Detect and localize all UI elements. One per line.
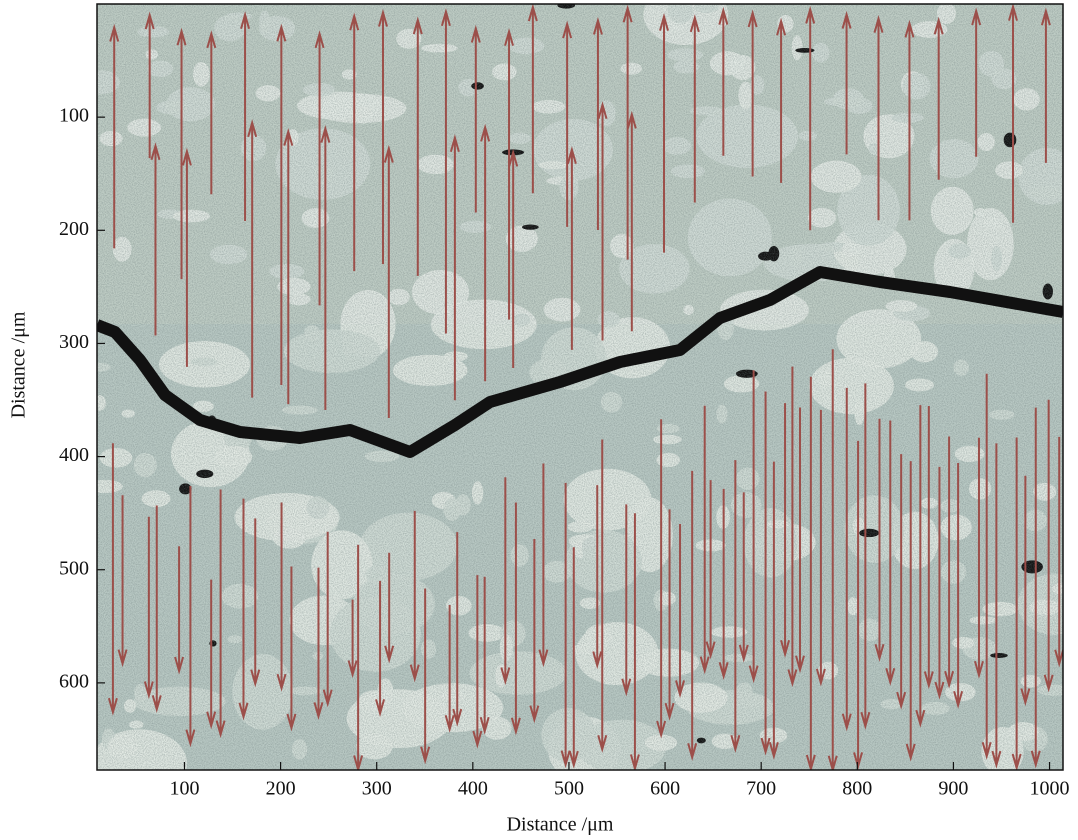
micrograph-texture <box>97 4 1063 770</box>
x-tick-label: 200 <box>266 778 296 800</box>
y-tick-label: 400 <box>59 444 89 466</box>
y-tick-label: 600 <box>59 670 89 692</box>
x-tick-label: 700 <box>746 778 776 800</box>
x-tick-label: 500 <box>554 778 584 800</box>
y-tick-label: 500 <box>59 557 89 579</box>
y-tick-label: 200 <box>59 218 89 240</box>
chart: 100 200 300 400 500 600 700 800 900 1000 100 200 300… <box>0 0 1078 840</box>
x-tick-label: 600 <box>650 778 680 800</box>
x-tick-label: 1000 <box>1030 778 1070 800</box>
y-tick-label: 100 <box>59 105 89 127</box>
x-tick-label: 900 <box>938 778 968 800</box>
flow-arrow <box>1064 375 1072 652</box>
x-tick-label: 300 <box>362 778 392 800</box>
x-axis-label: Distance /μm <box>507 814 614 836</box>
x-tick-label: 100 <box>169 778 199 800</box>
x-tick-label: 800 <box>842 778 872 800</box>
y-axis-label: Distance /μm <box>8 311 30 418</box>
micrograph <box>82 0 1078 797</box>
y-tick-label: 300 <box>59 331 89 353</box>
x-tick-label: 400 <box>458 778 488 800</box>
